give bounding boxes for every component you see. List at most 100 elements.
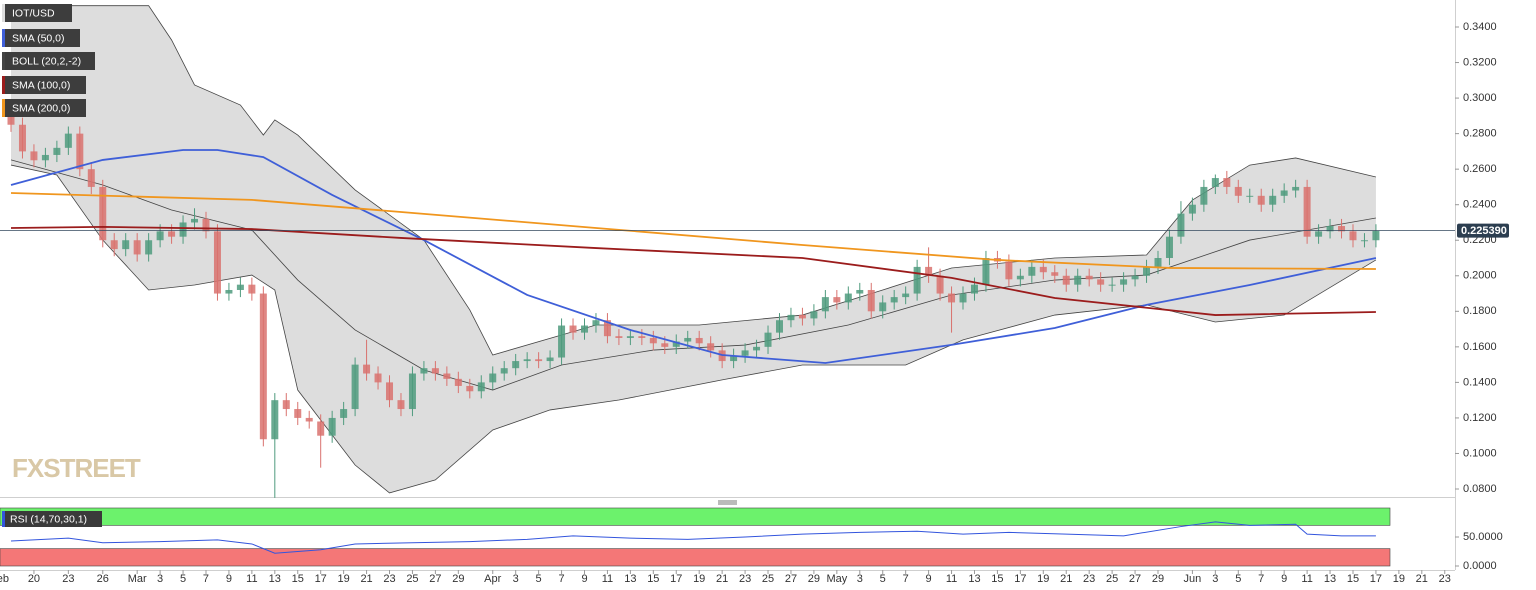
candle-body	[7, 115, 15, 125]
x-tick-label: 23	[383, 573, 395, 585]
candle-body	[615, 336, 623, 338]
candle-body	[1108, 284, 1116, 286]
candle-body	[856, 289, 864, 294]
candle-body	[1016, 275, 1024, 280]
rsi-line	[10, 521, 1376, 554]
candle-body	[948, 293, 956, 303]
x-tick-label: Feb	[0, 573, 9, 585]
candle-body	[787, 314, 795, 321]
legend-box	[2, 99, 86, 117]
rsi-legend-box	[2, 511, 102, 527]
sma-line	[10, 226, 1376, 316]
candle-body	[1005, 261, 1013, 280]
x-tick-label: 15	[1347, 573, 1359, 585]
rsi-legend-label: RSI (14,70,30,1)	[10, 513, 87, 525]
candle-body	[821, 297, 829, 312]
x-tick-label: 20	[28, 573, 40, 585]
x-tick-label: 13	[968, 573, 980, 585]
x-tick-label: 7	[1258, 573, 1264, 585]
candle-body	[1165, 236, 1173, 259]
y-tick-label: 0.3200	[1463, 56, 1497, 68]
x-tick-label: 21	[1060, 573, 1072, 585]
x-tick-label: 26	[97, 573, 109, 585]
x-tick-label: 13	[269, 573, 281, 585]
candle-body	[225, 289, 233, 294]
candle-body	[213, 231, 221, 294]
candle-body	[317, 421, 325, 436]
x-tick-label: 5	[880, 573, 886, 585]
candle-body	[41, 154, 49, 161]
candle-body	[1246, 195, 1254, 197]
x-tick-label: 19	[1393, 573, 1405, 585]
y-tick-label: 0.2600	[1463, 163, 1497, 175]
candle-body	[649, 337, 657, 344]
candle-body	[512, 361, 520, 369]
candle-body	[959, 293, 967, 303]
legend-swatch	[2, 52, 5, 70]
candle-body	[431, 368, 439, 374]
x-tick-label: 3	[157, 573, 163, 585]
legend-swatch	[2, 29, 5, 47]
x-tick-label: 25	[1106, 573, 1118, 585]
candle-body	[1062, 275, 1070, 285]
x-tick-label: 23	[1439, 573, 1451, 585]
rsi-overbought-zone	[0, 507, 1391, 526]
candle-body	[454, 378, 462, 386]
candle-body	[294, 409, 302, 418]
resize-handle[interactable]	[718, 500, 737, 505]
candle-body	[191, 218, 199, 223]
y-tick-label: 0.1800	[1463, 305, 1497, 317]
candle-body	[1143, 266, 1151, 276]
legend-label: BOLL (20,2,-2)	[12, 55, 81, 67]
candle-body	[30, 151, 38, 161]
candle-body	[844, 293, 852, 303]
x-tick-label: 21	[716, 573, 728, 585]
legend-box	[2, 76, 86, 94]
x-tick-label: 3	[513, 573, 519, 585]
candle-body	[1315, 231, 1323, 237]
x-tick-label: 17	[670, 573, 682, 585]
candle-body	[500, 368, 508, 374]
candle-body	[707, 343, 715, 351]
x-tick-label: 9	[926, 573, 932, 585]
candle-body	[386, 382, 394, 401]
x-tick-label: 11	[1301, 573, 1312, 585]
candle-body	[1372, 230, 1380, 241]
candle-body	[603, 320, 611, 337]
x-tick-label: 23	[62, 573, 74, 585]
candle-body	[1120, 279, 1128, 285]
candle-body	[638, 336, 646, 338]
candle-body	[936, 275, 944, 294]
x-tick-label: 5	[180, 573, 186, 585]
legend-label: SMA (200,0)	[12, 102, 70, 114]
x-tick-label: 23	[1083, 573, 1095, 585]
candle-body	[53, 147, 61, 155]
candle-body	[741, 350, 749, 356]
last-price-box	[1457, 223, 1509, 238]
candle-body	[466, 385, 474, 392]
candle-body	[546, 357, 554, 362]
candle-body	[798, 314, 806, 319]
x-tick-label: 25	[406, 573, 418, 585]
x-tick-label: 3	[1212, 573, 1218, 585]
candle-body	[1326, 226, 1334, 232]
candle-body	[374, 373, 382, 383]
candle-body	[1292, 186, 1300, 191]
x-tick-label: May	[826, 573, 847, 585]
candle-body	[1085, 275, 1093, 280]
x-tick-label: 11	[602, 573, 613, 585]
candle-body	[202, 218, 210, 232]
sma-line	[10, 149, 1377, 364]
candle-body	[133, 240, 141, 255]
x-tick-label: 17	[315, 573, 327, 585]
y-tick-label: 0.2000	[1463, 270, 1497, 282]
x-tick-label: 13	[624, 573, 636, 585]
candle-body	[18, 124, 26, 152]
candle-body	[1211, 178, 1219, 187]
rsi-oversold-zone	[0, 548, 1391, 567]
legend-label: SMA (100,0)	[12, 79, 70, 91]
candle-body	[489, 373, 497, 383]
candle-body	[982, 258, 990, 285]
x-tick-label: 3	[857, 573, 863, 585]
x-tick-label: 11	[946, 573, 957, 585]
